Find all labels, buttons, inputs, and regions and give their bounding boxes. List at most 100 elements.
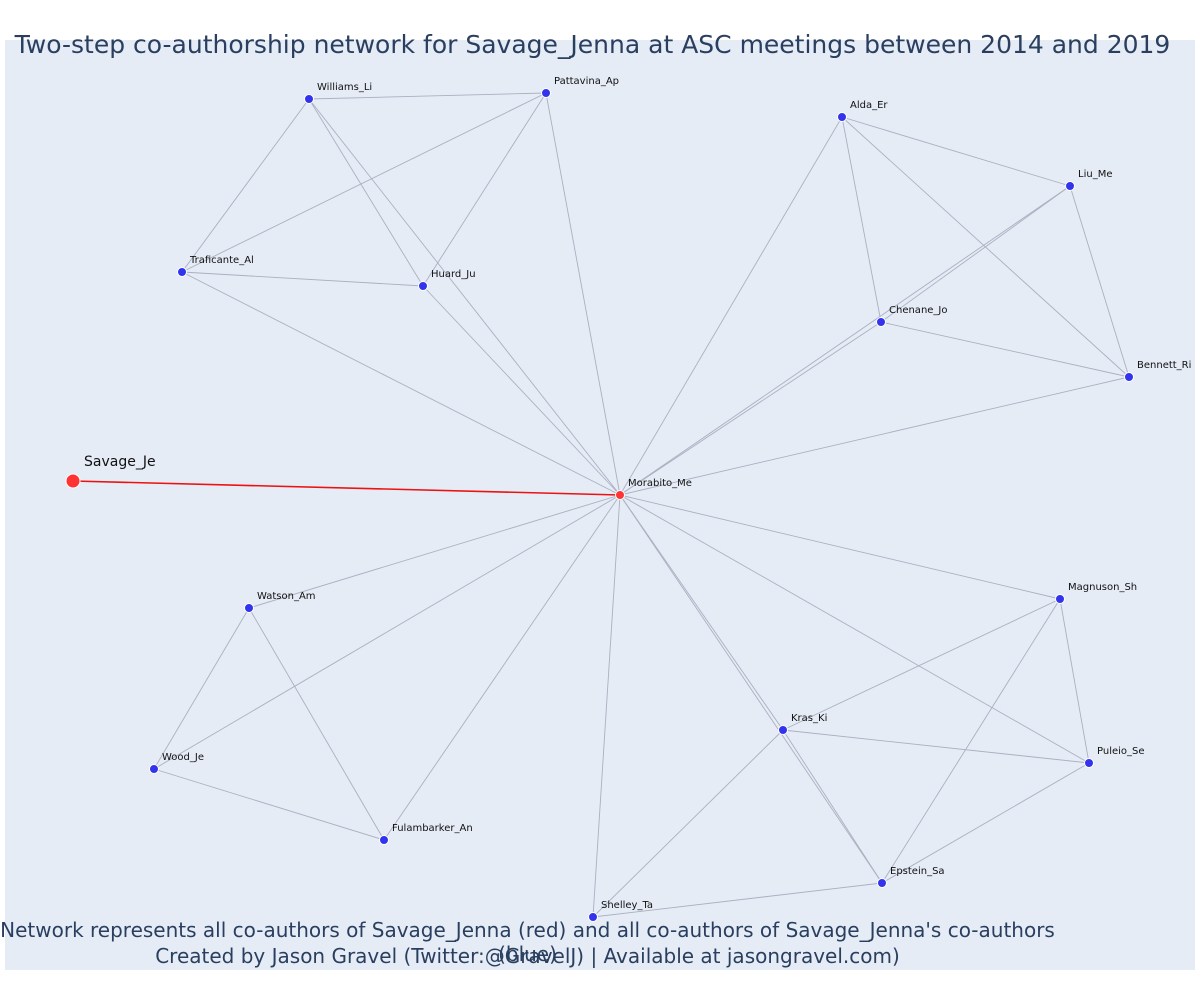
node-marker[interactable]	[244, 603, 254, 613]
node-pattavina_ap[interactable]: Pattavina_Ap	[541, 76, 620, 98]
node-label: Puleio_Se	[1097, 746, 1145, 757]
node-label: Shelley_Ta	[601, 900, 653, 911]
edge-watson_am-wood_je	[153, 607, 250, 770]
node-alda_er[interactable]: Alda_Er	[837, 100, 889, 122]
edge-morabito_me-traficante_al	[181, 271, 621, 496]
edge-alda_er-liu_me	[841, 116, 1071, 187]
node-fulambarker_an[interactable]: Fulambarker_An	[379, 823, 473, 845]
edge-epstein_sa-shelley_ta	[592, 882, 883, 918]
node-label: Fulambarker_An	[392, 823, 473, 834]
node-marker[interactable]	[379, 835, 389, 845]
edge-wood_je-fulambarker_an	[153, 768, 385, 841]
node-marker[interactable]	[149, 764, 159, 774]
node-label: Pattavina_Ap	[554, 76, 619, 87]
node-marker[interactable]	[876, 317, 886, 327]
node-marker[interactable]	[615, 490, 625, 500]
node-wood_je[interactable]: Wood_Je	[149, 752, 205, 774]
edges-layer	[72, 92, 1130, 918]
edge-williams_li-pattavina_ap	[308, 92, 547, 100]
edge-magnuson_sh-puleio_se	[1059, 598, 1090, 764]
edge-morabito_me-pattavina_ap	[545, 92, 621, 496]
node-marker[interactable]	[778, 725, 788, 735]
edge-williams_li-huard_ju	[308, 98, 424, 287]
node-marker[interactable]	[418, 281, 428, 291]
edge-savage_je-morabito_me	[72, 480, 621, 496]
edge-liu_me-bennett_ri	[1069, 185, 1130, 378]
edge-morabito_me-bennett_ri	[619, 376, 1130, 496]
node-kras_ki[interactable]: Kras_Ki	[778, 713, 828, 735]
node-morabito_me[interactable]: Morabito_Me	[615, 478, 692, 500]
node-marker[interactable]	[1055, 594, 1065, 604]
edge-morabito_me-magnuson_sh	[619, 494, 1061, 600]
node-watson_am[interactable]: Watson_Am	[244, 591, 316, 613]
node-traficante_al[interactable]: Traficante_Al	[177, 255, 254, 277]
node-label: Williams_Li	[317, 82, 372, 93]
edge-morabito_me-chenane_jo	[619, 321, 882, 496]
edge-magnuson_sh-epstein_sa	[881, 598, 1061, 884]
plot-background	[5, 40, 1195, 970]
node-label: Watson_Am	[257, 591, 316, 602]
chart-title: Two-step co-authorship network for Savag…	[14, 30, 1171, 59]
edge-morabito_me-liu_me	[619, 185, 1071, 496]
edge-morabito_me-alda_er	[619, 116, 843, 496]
edge-watson_am-fulambarker_an	[248, 607, 385, 841]
node-label: Chenane_Jo	[889, 305, 948, 316]
edge-morabito_me-huard_ju	[422, 285, 621, 496]
edge-morabito_me-watson_am	[248, 494, 621, 609]
node-label: Huard_Ju	[431, 269, 476, 280]
node-label: Epstein_Sa	[890, 866, 945, 877]
node-label: Morabito_Me	[628, 478, 692, 489]
edge-morabito_me-epstein_sa	[619, 494, 883, 884]
node-bennett_ri[interactable]: Bennett_Ri	[1124, 360, 1192, 382]
node-chenane_jo[interactable]: Chenane_Jo	[876, 305, 948, 327]
node-marker[interactable]	[304, 94, 314, 104]
node-williams_li[interactable]: Williams_Li	[304, 82, 373, 104]
node-label: Magnuson_Sh	[1068, 582, 1137, 593]
node-marker[interactable]	[177, 267, 187, 277]
edge-morabito_me-puleio_se	[619, 494, 1090, 764]
node-liu_me[interactable]: Liu_Me	[1065, 169, 1113, 191]
node-label: Bennett_Ri	[1137, 360, 1191, 371]
node-marker[interactable]	[1065, 181, 1075, 191]
node-magnuson_sh[interactable]: Magnuson_Sh	[1055, 582, 1138, 604]
node-marker[interactable]	[65, 473, 81, 489]
node-marker[interactable]	[837, 112, 847, 122]
footer-credit: Created by Jason Gravel (Twitter:@Gravel…	[155, 944, 900, 968]
edge-chenane_jo-bennett_ri	[880, 321, 1130, 378]
edge-morabito_me-williams_li	[308, 98, 621, 496]
edge-traficante_al-huard_ju	[181, 271, 424, 287]
edge-morabito_me-wood_je	[153, 494, 621, 770]
edge-williams_li-traficante_al	[181, 98, 310, 273]
node-savage_je[interactable]: Savage_Je	[65, 454, 156, 489]
edge-liu_me-chenane_jo	[880, 185, 1071, 323]
node-huard_ju[interactable]: Huard_Ju	[418, 269, 476, 291]
node-label: Traficante_Al	[189, 255, 254, 266]
node-shelley_ta[interactable]: Shelley_Ta	[588, 900, 654, 922]
node-label: Savage_Je	[84, 454, 156, 470]
node-label: Alda_Er	[850, 100, 888, 111]
edge-morabito_me-fulambarker_an	[383, 494, 621, 841]
node-marker[interactable]	[877, 878, 887, 888]
node-marker[interactable]	[1124, 372, 1134, 382]
edge-magnuson_sh-kras_ki	[782, 598, 1061, 731]
edge-morabito_me-kras_ki	[619, 494, 784, 731]
edge-pattavina_ap-huard_ju	[422, 92, 547, 287]
edge-kras_ki-puleio_se	[782, 729, 1090, 764]
node-marker[interactable]	[541, 88, 551, 98]
edge-puleio_se-epstein_sa	[881, 762, 1090, 884]
edge-kras_ki-shelley_ta	[592, 729, 784, 918]
edge-pattavina_ap-traficante_al	[181, 92, 547, 273]
edge-morabito_me-shelley_ta	[592, 494, 621, 918]
edge-alda_er-chenane_jo	[841, 116, 882, 323]
node-label: Liu_Me	[1078, 169, 1112, 180]
node-epstein_sa[interactable]: Epstein_Sa	[877, 866, 945, 888]
footer-note: Network represents all co-authors of Sav…	[0, 918, 1055, 966]
node-puleio_se[interactable]: Puleio_Se	[1084, 746, 1145, 768]
node-label: Wood_Je	[162, 752, 204, 763]
nodes-layer: Savage_Je Morabito_Me Williams_Li Pattavina…	[65, 76, 1192, 922]
node-marker[interactable]	[1084, 758, 1094, 768]
node-marker[interactable]	[588, 912, 598, 922]
edge-kras_ki-epstein_sa	[782, 729, 883, 884]
node-label: Kras_Ki	[791, 713, 827, 724]
